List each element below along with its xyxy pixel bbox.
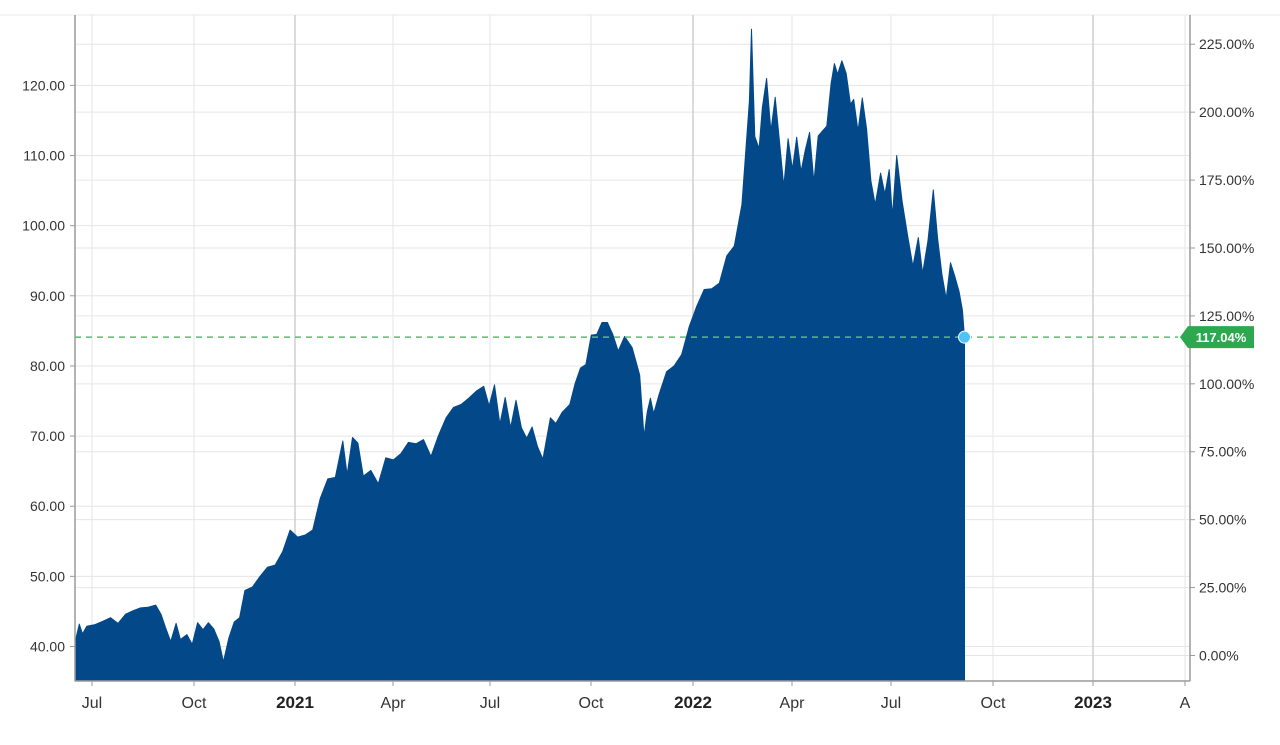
y-left-tick-label: 40.00 [30, 639, 65, 655]
x-tick-label: Apr [381, 695, 407, 712]
y-right-tick-label: 25.00% [1199, 580, 1246, 596]
x-tick-label: Jul [82, 695, 102, 712]
y-right-tick-label: 100.00% [1199, 376, 1254, 392]
y-right-tick-label: 75.00% [1199, 444, 1246, 460]
y-left-tick-label: 110.00 [23, 148, 65, 164]
y-right-tick-label: 0.00% [1199, 648, 1239, 664]
y-right-tick-label: 175.00% [1199, 172, 1254, 188]
current-value-marker[interactable] [958, 330, 972, 344]
x-tick-label: Jul [480, 695, 500, 712]
y-right-tick-label: 200.00% [1199, 104, 1254, 120]
x-tick-label: Oct [981, 695, 1006, 712]
current-value-badge [1180, 326, 1254, 349]
x-tick-label: Jul [881, 695, 901, 712]
current-value-badge-label: 117.04% [1196, 330, 1247, 345]
y-right-tick-label: 125.00% [1199, 308, 1254, 324]
y-left-tick-label: 80.00 [30, 358, 65, 374]
y-left-tick-label: 70.00 [30, 428, 65, 444]
x-tick-label: Oct [182, 695, 207, 712]
x-year-tick-label: 2023 [1074, 693, 1112, 712]
price-area-series [74, 28, 965, 682]
y-left-tick-label: 50.00 [30, 568, 65, 584]
x-tick-label: A [1180, 695, 1191, 712]
x-tick-label: Oct [579, 695, 604, 712]
y-right-tick-label: 225.00% [1199, 36, 1254, 52]
x-year-tick-label: 2022 [674, 693, 712, 712]
y-left-tick-label: 120.00 [22, 77, 65, 93]
x-year-tick-label: 2021 [276, 693, 314, 712]
y-right-tick-label: 150.00% [1199, 240, 1254, 256]
y-left-tick-label: 90.00 [30, 288, 65, 304]
y-left-tick-label: 100.00 [22, 218, 65, 234]
x-tick-label: Apr [780, 695, 806, 712]
y-left-tick-label: 60.00 [30, 498, 65, 514]
y-right-tick-label: 50.00% [1199, 512, 1246, 528]
